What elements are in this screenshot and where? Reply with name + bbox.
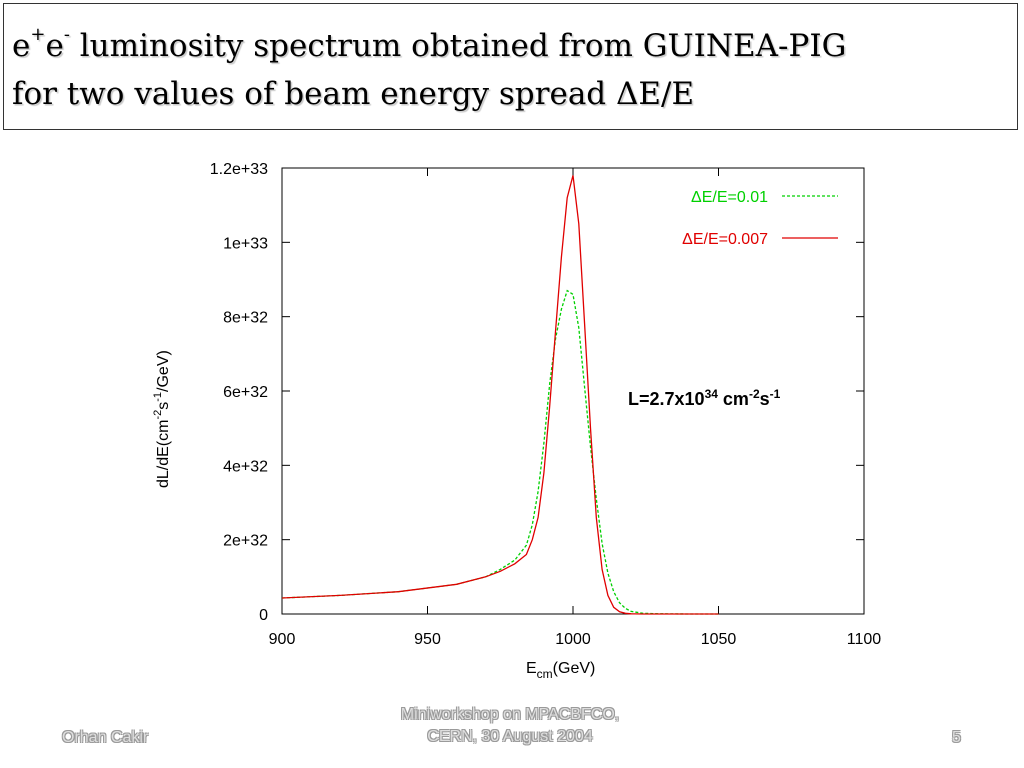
title-sup-plus: +	[30, 24, 46, 45]
legend-label: ΔE/E=0.007	[682, 231, 768, 248]
y-label-part: -2	[152, 410, 164, 420]
annotation-part: cm	[718, 389, 749, 409]
y-tick-label: 2e+32	[223, 533, 268, 550]
title-e1: e	[12, 28, 31, 64]
x-tick-label: 1100	[847, 631, 882, 648]
slide-title-line-2: for two values of beam energy spread ΔE/…	[12, 76, 695, 112]
y-label-part: /GeV)	[155, 350, 172, 392]
y-tick-label: 0	[259, 607, 268, 624]
footer-author: Orhan Cakir	[62, 729, 149, 746]
title-rest: luminosity spectrum obtained from GUINEA…	[69, 28, 847, 64]
slide-title-line-1: e+e- luminosity spectrum obtained from G…	[12, 24, 847, 64]
y-label-part: s	[155, 402, 172, 410]
footer-event-line-2: CERN, 30 August 2004	[427, 728, 593, 745]
x-axis-label: Ecm(GeV)	[526, 660, 595, 681]
y-tick-label: 8e+32	[223, 310, 268, 327]
title-sup-minus: -	[63, 24, 70, 45]
page-number: 5	[952, 729, 961, 746]
luminosity-annotation: L=2.7x1034 cm-2s-1	[628, 387, 781, 409]
y-label-part: -1	[152, 392, 164, 402]
x-tick-label: 950	[414, 631, 441, 648]
x-tick-label: 1050	[701, 631, 737, 648]
y-tick-label: 4e+32	[223, 458, 268, 475]
legend-group: ΔE/E=0.01 ΔE/E=0.007	[682, 189, 838, 248]
x-tick-label: 1000	[555, 631, 591, 648]
series-line-0	[281, 289, 719, 615]
y-axis-label: dL/dE(cm-2s-1/GeV)	[152, 350, 172, 488]
annotation-part: 34	[705, 387, 719, 401]
x-label-part: E	[526, 660, 537, 677]
annotation-part: -1	[770, 387, 781, 401]
footer-event: Miniworkshop on MPACBFCO, CERN, 30 Augus…	[360, 704, 660, 748]
annotation-part: L=2.7x10	[628, 389, 705, 409]
annotation-part: s	[760, 389, 770, 409]
footer-event-line-1: Miniworkshop on MPACBFCO,	[400, 706, 620, 723]
legend-label: ΔE/E=0.01	[691, 189, 768, 206]
x-label-part: (GeV)	[553, 660, 596, 677]
axis-ticks-group: 900 950 1000 1050 1100 0 2e+32 4e+32 6e+32 8e+32 1…	[210, 161, 882, 648]
annotation-part: -2	[749, 387, 760, 401]
y-label-part: dL/dE(cm	[155, 420, 172, 488]
x-tick-label: 900	[269, 631, 296, 648]
series-line-1	[281, 175, 719, 615]
series-group	[281, 175, 719, 615]
y-tick-label: 1.2e+33	[210, 161, 268, 178]
y-tick-label: 1e+33	[223, 235, 268, 252]
y-tick-label: 6e+32	[223, 384, 268, 401]
x-label-part: cm	[537, 667, 553, 681]
title-e2: e	[45, 28, 64, 64]
title-box: e+e- luminosity spectrum obtained from G…	[3, 3, 1018, 130]
